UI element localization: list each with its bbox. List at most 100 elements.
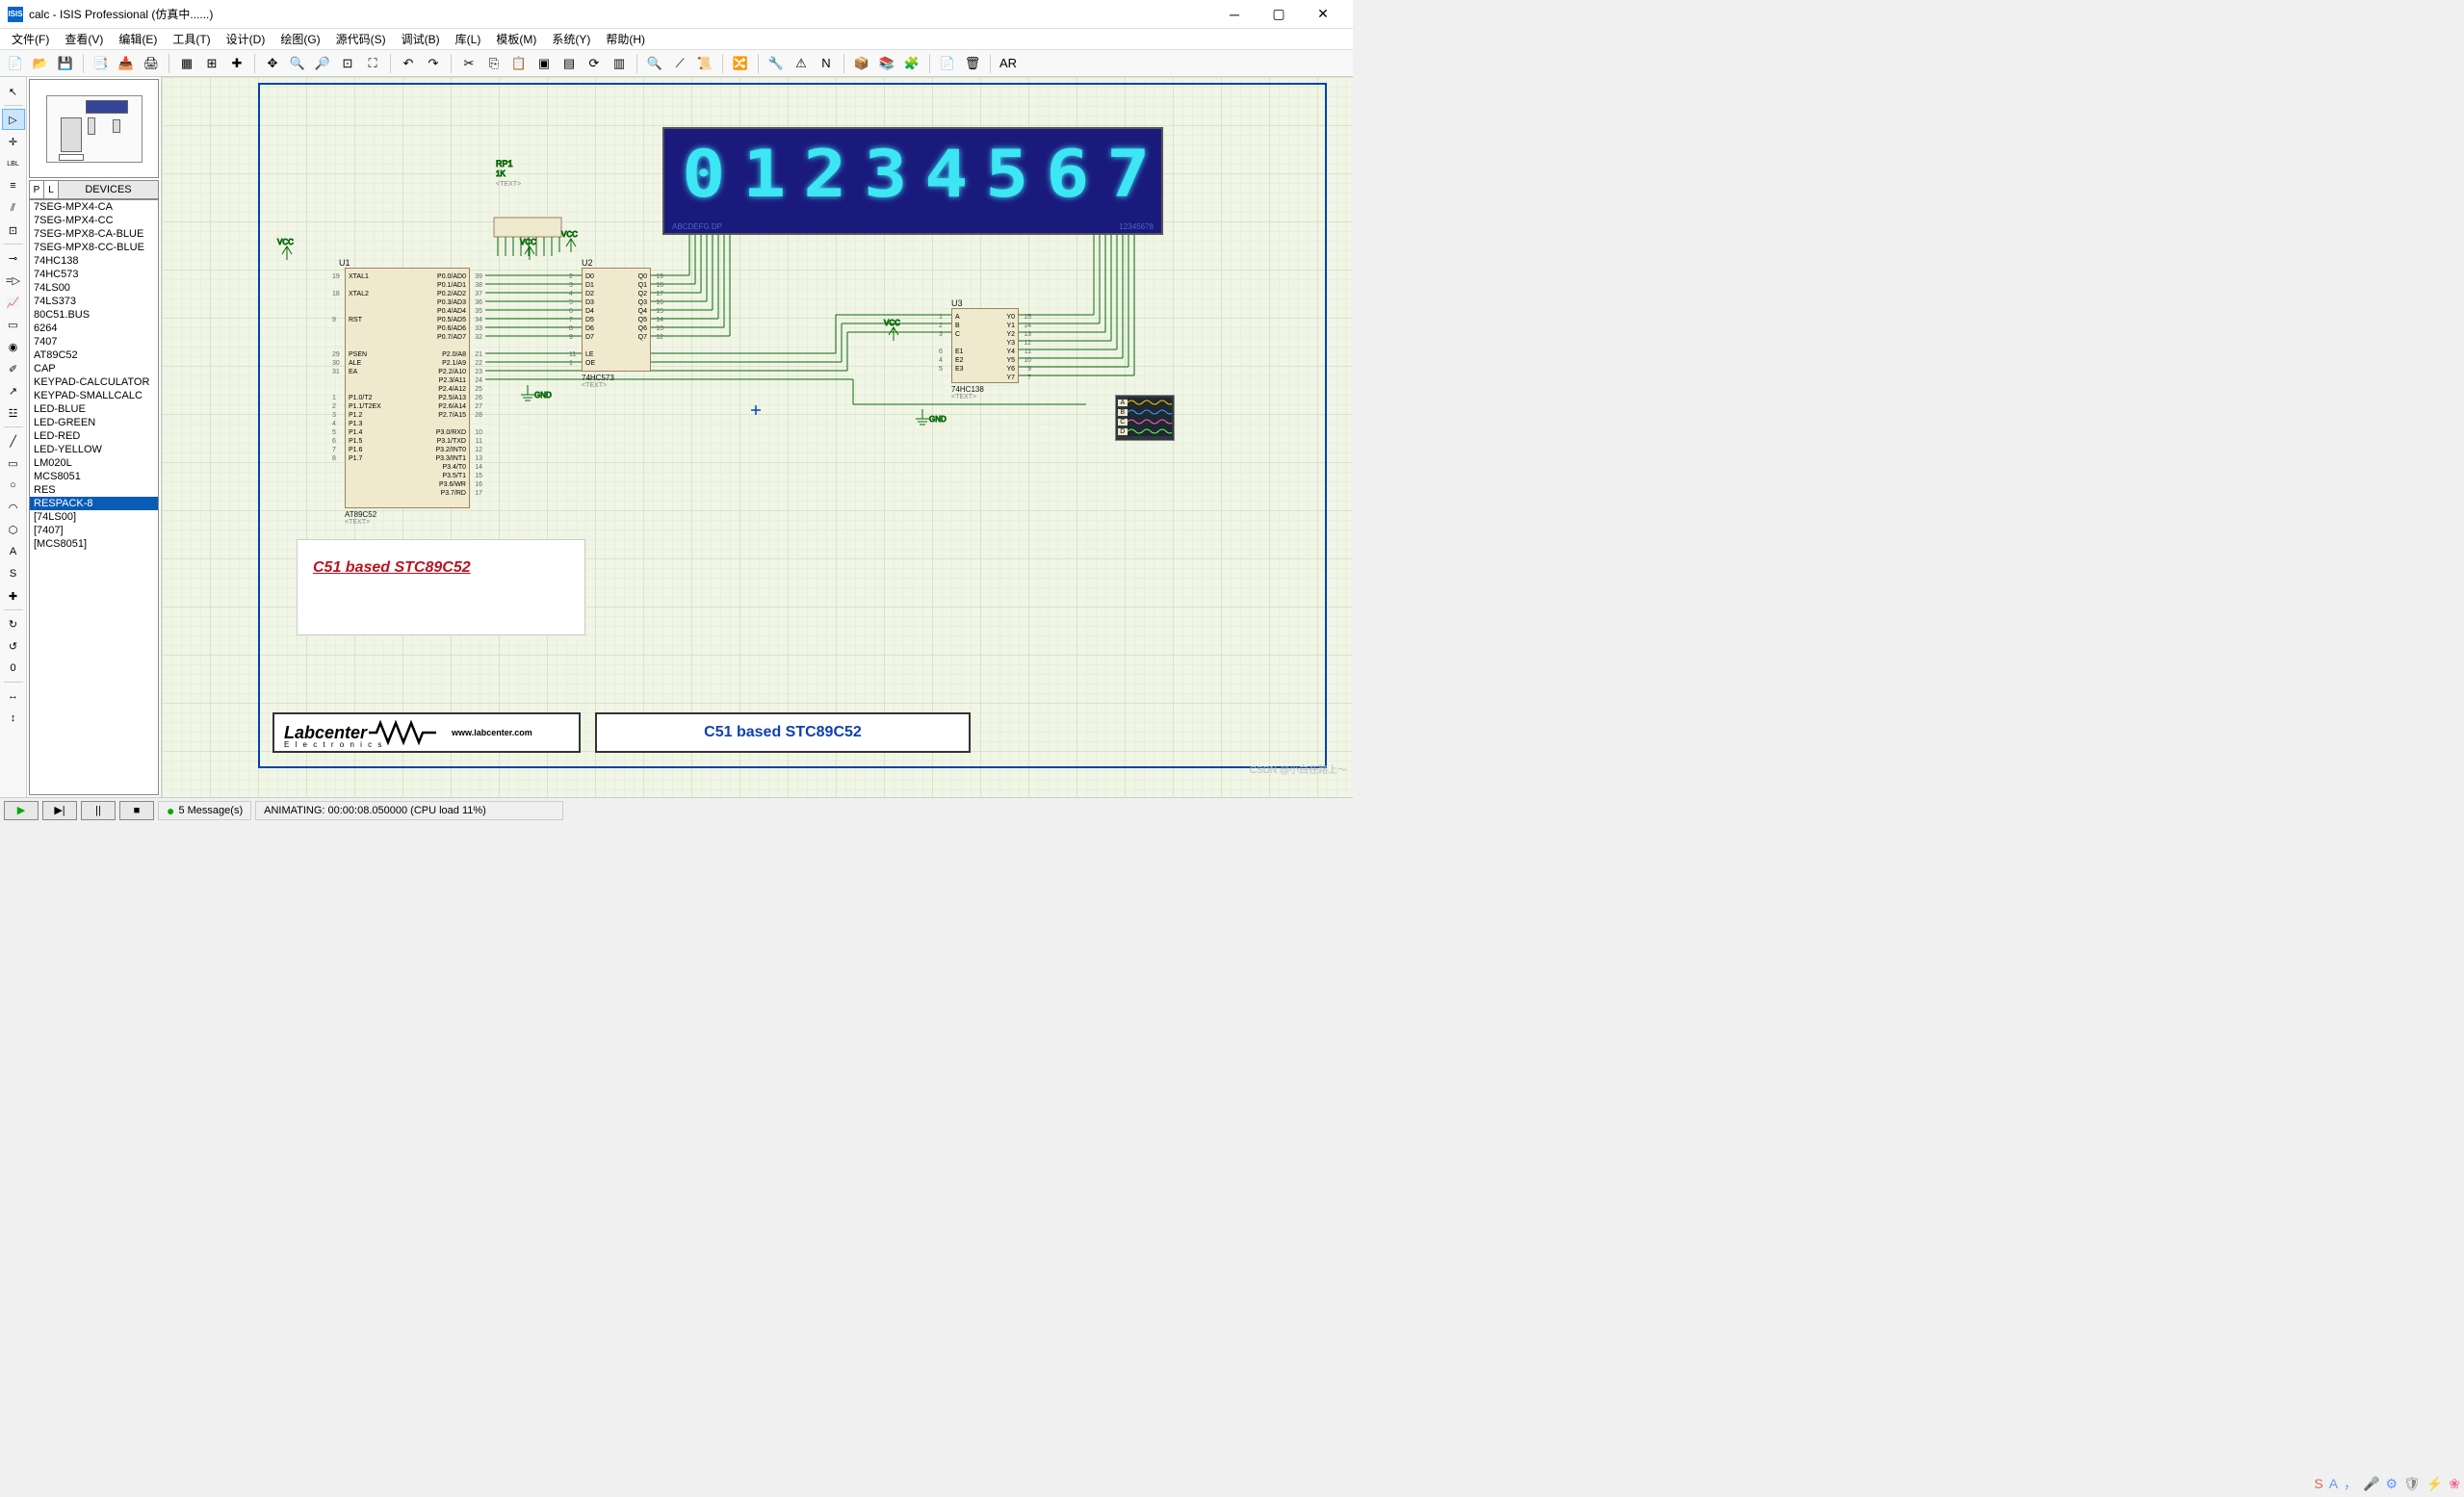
new-file-button[interactable]: 📄 <box>4 52 27 75</box>
redo-button[interactable]: ↷ <box>422 52 445 75</box>
device-row[interactable]: LED-GREEN <box>30 416 158 429</box>
decompose-button[interactable]: 🧩 <box>900 52 923 75</box>
zoom-all-button[interactable]: ⊡ <box>336 52 359 75</box>
menu-v[interactable]: 查看(V) <box>57 29 111 49</box>
menu-e[interactable]: 编辑(E) <box>111 29 165 49</box>
tool-bus[interactable]: ⫽ <box>2 197 25 219</box>
import-button[interactable]: 📥 <box>115 52 138 75</box>
menu-d[interactable]: 设计(D) <box>219 29 273 49</box>
device-row[interactable]: [MCS8051] <box>30 537 158 551</box>
tool-angle[interactable]: 0 <box>2 658 25 679</box>
library-button[interactable]: L <box>44 181 59 198</box>
undo-button[interactable]: ↶ <box>397 52 420 75</box>
device-row[interactable]: 74LS373 <box>30 295 158 308</box>
device-row[interactable]: 80C51.BUS <box>30 308 158 322</box>
wire-tool-button[interactable]: ⟋ <box>668 52 691 75</box>
device-row[interactable]: 7SEG-MPX8-CA-BLUE <box>30 227 158 241</box>
new-sheet-button[interactable]: 📄 <box>936 52 959 75</box>
menu-h[interactable]: 帮助(H) <box>598 29 653 49</box>
tool-terminal[interactable]: ⊸ <box>2 247 25 269</box>
paste-button[interactable]: 📋 <box>507 52 531 75</box>
tray-icon[interactable]: 🎤 <box>2363 1476 2379 1492</box>
tray-icon[interactable]: ， <box>2344 1474 2357 1493</box>
tool-marker[interactable]: ✚ <box>2 585 25 607</box>
tool-tape[interactable]: ▭ <box>2 314 25 335</box>
tool-mirror-h[interactable]: ↔ <box>2 685 25 707</box>
tool-mirror-v[interactable]: ↕ <box>2 708 25 729</box>
copy-sheet-button[interactable]: 📑 <box>90 52 113 75</box>
ares-button[interactable]: AR <box>997 52 1020 75</box>
u3-74hc138[interactable]: 1A2B3C6E14E25E3 Y015Y114Y213Y312Y411Y510… <box>951 308 1019 383</box>
cut-button[interactable]: ✂ <box>457 52 480 75</box>
tool-generator[interactable]: ◉ <box>2 336 25 357</box>
device-row[interactable]: LED-YELLOW <box>30 443 158 456</box>
tool-text-script[interactable]: ≡ <box>2 175 25 196</box>
device-row[interactable]: 6264 <box>30 322 158 335</box>
device-row[interactable]: 7SEG-MPX4-CC <box>30 214 158 227</box>
tray-icon[interactable]: ❀ <box>2449 1476 2460 1492</box>
messages-cell[interactable]: ● 5 Message(s) <box>158 801 251 820</box>
zoom-area-button[interactable]: ⛶ <box>361 52 384 75</box>
device-row[interactable]: 7SEG-MPX4-CA <box>30 200 158 214</box>
device-row[interactable]: 7SEG-MPX8-CC-BLUE <box>30 241 158 254</box>
print-button[interactable]: 🖨 <box>140 52 163 75</box>
menu-f[interactable]: 文件(F) <box>4 29 57 49</box>
device-row[interactable]: LED-RED <box>30 429 158 443</box>
device-row[interactable]: AT89C52 <box>30 348 158 362</box>
tool-box[interactable]: ▭ <box>2 452 25 474</box>
tray-icon[interactable]: 🛡 <box>2403 1476 2421 1492</box>
save-button[interactable]: 💾 <box>54 52 77 75</box>
schematic-canvas[interactable]: RP1 1K VCC VCC VCC VCC <box>162 77 1353 797</box>
menu-l[interactable]: 库(L) <box>448 29 489 49</box>
tray-icon[interactable]: ⚙ <box>2385 1476 2398 1492</box>
device-row[interactable]: KEYPAD-CALCULATOR <box>30 375 158 389</box>
tool-path[interactable]: ⬡ <box>2 519 25 540</box>
pick-button[interactable]: P <box>30 181 44 198</box>
stop-button[interactable]: ■ <box>119 801 154 820</box>
overview-window[interactable] <box>29 79 159 178</box>
device-row[interactable]: LED-BLUE <box>30 402 158 416</box>
tray-icon[interactable]: S <box>2314 1476 2322 1491</box>
seven-segment-display[interactable]: ABCDEFG DP 12345678 01234567 <box>662 127 1163 235</box>
tool-rot-ccw[interactable]: ↺ <box>2 635 25 657</box>
block-rotate-button[interactable]: ⟳ <box>583 52 606 75</box>
tool-label[interactable]: LBL <box>2 153 25 174</box>
oscilloscope[interactable]: ABCD <box>1115 395 1175 441</box>
play-button[interactable]: ▶ <box>4 801 39 820</box>
tool-probe-i[interactable]: ↗ <box>2 380 25 401</box>
zoom-out-button[interactable]: 🔎 <box>311 52 334 75</box>
tray-icon[interactable]: ⚡ <box>2426 1476 2443 1492</box>
script-button[interactable]: 📜 <box>693 52 716 75</box>
u1-at89c52[interactable]: 19XTAL118XTAL29RST29PSEN30ALE31EA1P1.0/T… <box>345 268 470 508</box>
minimize-button[interactable]: ─ <box>1212 0 1257 29</box>
netlist-button[interactable]: N <box>815 52 838 75</box>
tool-device-pin[interactable]: =▷ <box>2 270 25 291</box>
tool-junction[interactable]: ✛ <box>2 131 25 152</box>
tool-instrument[interactable]: ☳ <box>2 402 25 424</box>
tool-selection[interactable]: ↖ <box>2 81 25 102</box>
delete-sheet-button[interactable]: 🗑 <box>961 52 984 75</box>
tool-text[interactable]: A <box>2 541 25 562</box>
tray-icon[interactable]: A <box>2329 1476 2338 1491</box>
maximize-button[interactable]: ▢ <box>1257 0 1301 29</box>
block-delete-button[interactable]: ▥ <box>608 52 631 75</box>
device-row[interactable]: KEYPAD-SMALLCALC <box>30 389 158 402</box>
step-button[interactable]: ▶| <box>42 801 77 820</box>
erc-button[interactable]: ⚠ <box>790 52 813 75</box>
origin-button[interactable]: ✚ <box>225 52 248 75</box>
device-row[interactable]: [74LS00] <box>30 510 158 524</box>
title-textbox[interactable]: C51 based STC89C52 <box>297 539 585 635</box>
tool-probe-v[interactable]: ✐ <box>2 358 25 379</box>
pan-button[interactable]: ✥ <box>261 52 284 75</box>
tool-line[interactable]: ╱ <box>2 430 25 452</box>
u2-74hc573[interactable]: 2D03D14D25D36D47D58D69D711LE1OE Q019Q118… <box>582 268 651 372</box>
bom-button[interactable]: 🔧 <box>765 52 788 75</box>
area-select-button[interactable]: ▦ <box>175 52 198 75</box>
pause-button[interactable]: || <box>81 801 116 820</box>
pick-button[interactable]: 🔍 <box>643 52 666 75</box>
device-row[interactable]: CAP <box>30 362 158 375</box>
tool-symbol[interactable]: S <box>2 563 25 584</box>
device-row[interactable]: [7407] <box>30 524 158 537</box>
device-list[interactable]: 7SEG-MPX4-CA7SEG-MPX4-CC7SEG-MPX8-CA-BLU… <box>29 199 159 795</box>
block-move-button[interactable]: ▤ <box>558 52 581 75</box>
